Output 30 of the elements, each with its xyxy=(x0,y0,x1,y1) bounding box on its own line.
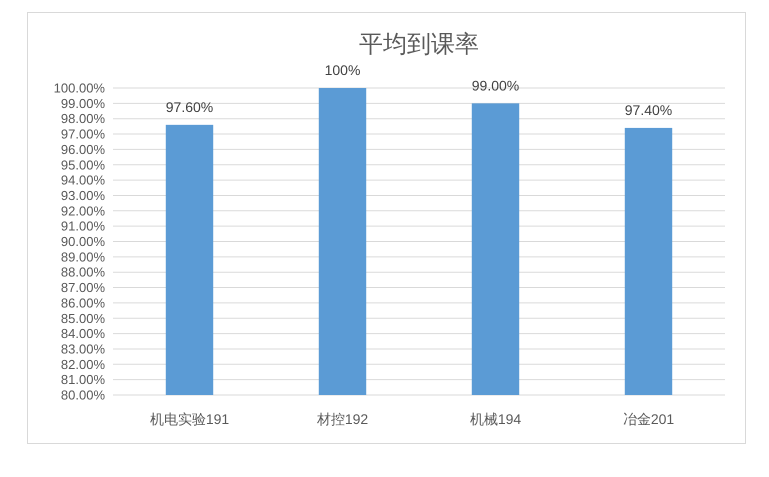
y-tick-label: 88.00% xyxy=(60,264,106,280)
y-tick-label: 85.00% xyxy=(60,310,106,326)
y-tick-label: 93.00% xyxy=(60,188,106,203)
y-tick-label: 92.00% xyxy=(60,203,106,218)
x-tick-label: 机电实验191 xyxy=(150,411,230,427)
y-tick-label: 99.00% xyxy=(60,96,106,111)
data-label: 97.40% xyxy=(624,102,672,118)
y-tick-label: 81.00% xyxy=(60,372,106,388)
y-tick-label: 80.00% xyxy=(60,388,106,402)
y-tick-label: 96.00% xyxy=(60,142,106,157)
y-tick-label: 97.00% xyxy=(60,126,106,142)
x-tick-label: 机械194 xyxy=(470,411,522,427)
data-label: 97.60% xyxy=(166,98,214,115)
data-label: 100% xyxy=(324,62,360,78)
chart-title: 平均到课率 xyxy=(359,31,479,58)
x-tick-label: 材控192 xyxy=(316,411,368,427)
y-tick-label: 82.00% xyxy=(60,356,106,372)
y-tick-label: 86.00% xyxy=(60,295,106,310)
y-tick-label: 91.00% xyxy=(60,218,106,234)
y-tick-label: 98.00% xyxy=(60,111,106,126)
data-label: 99.00% xyxy=(472,77,520,94)
y-tick-label: 87.00% xyxy=(60,280,106,296)
y-tick-label: 83.00% xyxy=(60,341,106,356)
y-tick-label: 95.00% xyxy=(60,157,106,172)
y-tick-label: 90.00% xyxy=(60,234,106,249)
y-tick-label: 94.00% xyxy=(60,172,106,188)
y-tick-label: 84.00% xyxy=(60,326,106,342)
y-tick-label: 89.00% xyxy=(60,249,106,264)
y-tick-label: 100.00% xyxy=(54,80,106,96)
x-tick-label: 冶金201 xyxy=(622,411,674,427)
